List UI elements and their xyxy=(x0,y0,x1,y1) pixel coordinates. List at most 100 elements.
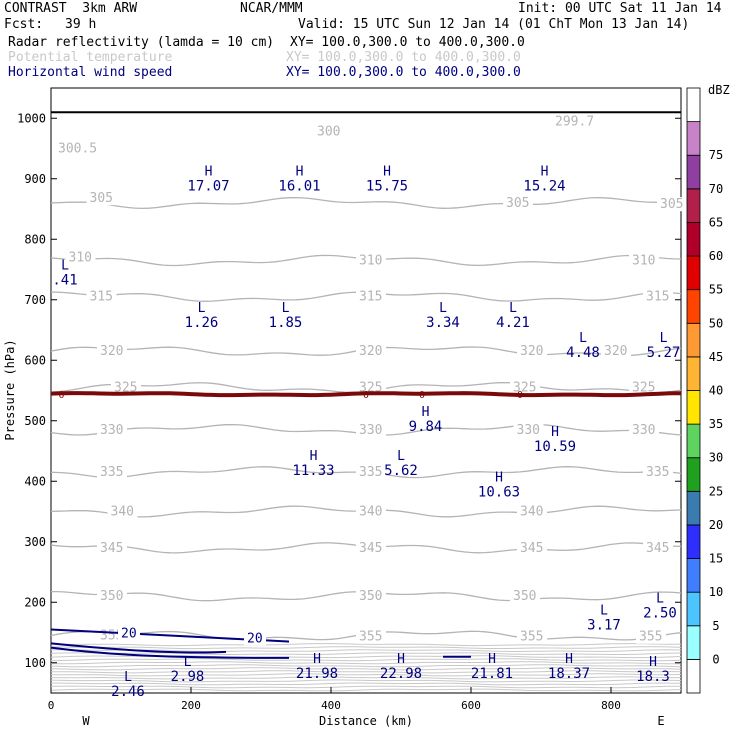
y-tick-label: 700 xyxy=(24,293,46,307)
wind-extremum-marker: H xyxy=(422,405,430,420)
wind-contours: 20 20 xyxy=(50,625,471,659)
theta-contour-label: 305 xyxy=(90,191,113,206)
y-tick-label: 800 xyxy=(24,232,46,246)
wind-extrema: L2.46L2.98H21.98H22.98H21.81H18.37H18.3L… xyxy=(52,165,680,700)
theta-contour-line xyxy=(50,676,681,680)
theta-label-bg xyxy=(517,540,547,555)
wind-extremum-value: .41 xyxy=(52,273,77,289)
theta-contour-label: 355 xyxy=(359,630,382,645)
theta-contour-line xyxy=(50,685,681,689)
wind-extremum-marker: L xyxy=(124,670,132,685)
theta-label-bg xyxy=(517,344,547,359)
theta-contour-label: 335 xyxy=(646,465,669,480)
theta-label-bg xyxy=(356,380,386,395)
axes: Distance (km) Pressure (hPa) W E 1002003… xyxy=(3,111,681,728)
theta-contour-label: 320 xyxy=(100,344,123,359)
wind-extremum-value: 3.17 xyxy=(587,617,621,633)
colorbar-swatch xyxy=(686,625,701,660)
wind-extremum-value: 10.59 xyxy=(534,439,576,455)
field3-label: Horizontal wind speed xyxy=(8,65,173,80)
wind-label-bg xyxy=(118,625,140,641)
zero-reflectivity-layer: 0 0 0 0 xyxy=(50,390,682,401)
west-label: W xyxy=(82,714,90,728)
colorbar-swatch xyxy=(686,121,701,156)
theta-contour-label: 340 xyxy=(520,505,543,520)
wind-extremum-marker: H xyxy=(565,652,573,667)
wind-extremum-value: 2.50 xyxy=(643,605,677,621)
wind-extremum-marker: H xyxy=(383,165,391,180)
colorbar-swatch xyxy=(686,222,701,257)
colorbar-swatch xyxy=(686,591,701,627)
colorbar-level-label: 35 xyxy=(709,417,723,431)
theta-contour-line xyxy=(51,667,682,671)
theta-contour-label: 355 xyxy=(639,630,662,645)
x-tick-label: 0 xyxy=(48,699,55,712)
theta-contour-line xyxy=(51,658,682,662)
theta-label-bg xyxy=(643,540,673,555)
theta-label-bg xyxy=(629,422,659,437)
wind-extremum-value: 22.98 xyxy=(380,666,422,682)
colorbar-swatch xyxy=(686,423,701,459)
theta-label-bg xyxy=(111,380,141,395)
theta-contour-label: 310 xyxy=(632,253,655,268)
wind-contour-line xyxy=(50,646,290,659)
theta-contour-label: 330 xyxy=(632,423,655,438)
wind-extremum-value: 15.24 xyxy=(523,179,565,195)
wind-extremum-value: 2.46 xyxy=(111,684,145,700)
wind-extremum-marker: L xyxy=(397,449,405,464)
theta-label-bg xyxy=(356,629,386,644)
colorbar-title: dBZ xyxy=(708,83,730,97)
theta-contour-line xyxy=(50,652,682,656)
colorbar-swatch xyxy=(686,188,701,223)
init-label: Init: 00 UTC Sat 11 Jan 14 xyxy=(518,1,722,16)
theta-contour-label: 330 xyxy=(359,423,382,438)
wind-extremum-value: 11.33 xyxy=(292,463,334,479)
theta-label-bg xyxy=(657,197,687,212)
wind-extremum-marker: L xyxy=(660,331,668,346)
theta-contour-label: 320 xyxy=(359,344,382,359)
colorbar-level-label: 70 xyxy=(709,182,723,196)
colorbar-swatch xyxy=(686,255,701,291)
y-axis-title: Pressure (hPa) xyxy=(3,339,17,440)
wind-extremum-marker: L xyxy=(282,301,290,316)
wind-extremum-marker: L xyxy=(198,301,206,316)
theta-contour-label: 315 xyxy=(359,290,382,305)
theta-label-bg xyxy=(517,504,547,519)
wind-extremum-value: 2.98 xyxy=(171,669,205,685)
wind-extremum-value: 21.81 xyxy=(471,666,513,682)
theta-label-bg xyxy=(629,380,659,395)
wind-extremum-marker: H xyxy=(310,449,318,464)
theta-contour-label: 300 xyxy=(317,125,340,140)
colorbar-swatch xyxy=(686,322,701,358)
theta-label-bg xyxy=(356,540,386,555)
theta-contour-label: 300.5 xyxy=(58,142,97,157)
wind-extremum-marker: L xyxy=(656,591,664,606)
wind-contour-label: 20 xyxy=(247,631,263,646)
theta-label-bg xyxy=(643,289,673,304)
theta-label-bg xyxy=(107,504,138,519)
theta-label-bg xyxy=(503,195,533,210)
theta-label-bg xyxy=(55,141,101,156)
colorbar-swatch xyxy=(686,558,701,593)
fcst-label: Fcst: xyxy=(4,17,44,32)
theta-contour-label: 305 xyxy=(506,196,529,211)
colorbar-level-label: 50 xyxy=(709,316,723,330)
x-tick-label: 600 xyxy=(461,699,481,712)
colorbar-swatch xyxy=(686,154,701,190)
theta-contour-label: 345 xyxy=(100,541,123,556)
colorbar-level-label: 5 xyxy=(712,619,719,633)
theta-contour-line xyxy=(51,673,682,677)
colorbar-swatch xyxy=(686,457,701,492)
theta-contour-label: 315 xyxy=(646,290,669,305)
theta-label-bg xyxy=(314,124,344,139)
wind-extremum-marker: H xyxy=(495,470,503,485)
colorbar: dBZ 0 5 10 15 20 25 30 35 40 45 50 55 60 65 70 75 xyxy=(686,83,730,694)
theta-label-bg xyxy=(510,380,540,395)
colorbar-level-label: 65 xyxy=(709,215,723,229)
theta-contour-label: 325 xyxy=(513,380,536,395)
x-tick-label: 800 xyxy=(601,699,621,712)
wind-label-bg xyxy=(244,630,266,646)
theta-contour-label: 350 xyxy=(359,589,382,604)
org-label: NCAR/MMM xyxy=(240,1,303,16)
